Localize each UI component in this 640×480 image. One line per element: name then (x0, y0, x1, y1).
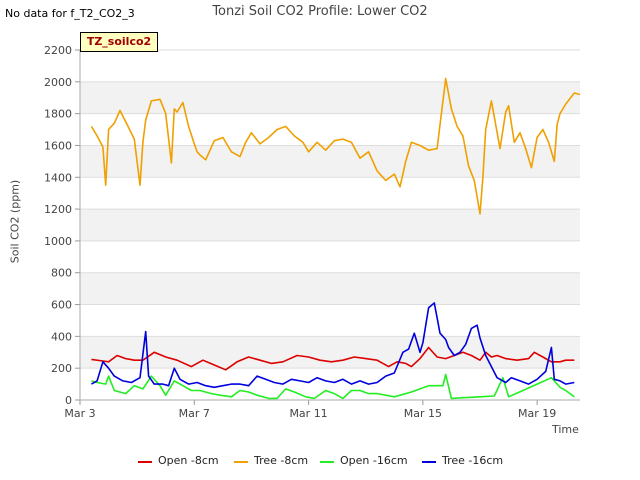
x-tick-label: Mar 11 (289, 407, 327, 420)
x-tick-label: Mar 19 (518, 407, 556, 420)
y-tick-label: 2200 (44, 44, 72, 57)
x-axis-label: Time (552, 423, 579, 436)
y-axis-label: Soil CO2 (ppm) (8, 179, 22, 264)
legend-swatch-open-16cm (320, 461, 334, 463)
grid-band (80, 209, 580, 241)
y-tick-label: 200 (51, 362, 72, 375)
y-tick-label: 1400 (44, 171, 72, 184)
y-tick-label: 800 (51, 267, 72, 280)
series-line-tree-16cm (91, 302, 575, 389)
legend-swatch-tree-16cm (422, 461, 436, 463)
series-lines (90, 77, 581, 400)
y-tick-label: 1000 (44, 235, 72, 248)
y-tick-label: 1800 (44, 108, 72, 121)
y-tick-label: 2000 (44, 76, 72, 89)
dataset-tag: TZ_soilco2 (80, 32, 158, 52)
x-tick-label: Mar 3 (64, 407, 95, 420)
y-tick-label: 400 (51, 330, 72, 343)
grid-band (80, 81, 580, 114)
grid-band (80, 336, 580, 369)
legend-swatch-tree-8cm (234, 461, 248, 463)
y-tick-label: 1200 (44, 203, 72, 216)
x-tick-label: Mar 7 (179, 407, 210, 420)
y-tick-label: 1600 (44, 139, 72, 152)
legend-label: Tree -16cm (442, 454, 504, 467)
no-data-notice: No data for f_T2_CO2_3 (5, 7, 135, 20)
legend-swatch-open-8cm (138, 461, 152, 463)
x-tick-label: Mar 15 (404, 407, 442, 420)
legend-label: Open -16cm (340, 454, 408, 467)
tick-labels: 0 200 400 600 800 1000 1200 1400 1600 1800 2000 220… (44, 44, 556, 420)
legend: Open -8cm Tree -8cm Open -16cm Tree -16c… (0, 454, 640, 468)
legend-label: Open -8cm (158, 454, 219, 467)
grid-band (80, 272, 580, 305)
series-line-open-8cm (91, 346, 575, 371)
legend-label: Tree -8cm (254, 454, 309, 467)
chart-title: Tonzi Soil CO2 Profile: Lower CO2 (212, 4, 428, 19)
y-tick-label: 0 (65, 394, 72, 407)
grid-lines (80, 49, 580, 401)
grid-band (80, 145, 580, 178)
axes (75, 49, 580, 405)
grid-bands (80, 50, 580, 400)
series-line-open-16cm (91, 373, 575, 400)
y-tick-label: 600 (51, 299, 72, 312)
series-line-tree-8cm (90, 77, 581, 215)
